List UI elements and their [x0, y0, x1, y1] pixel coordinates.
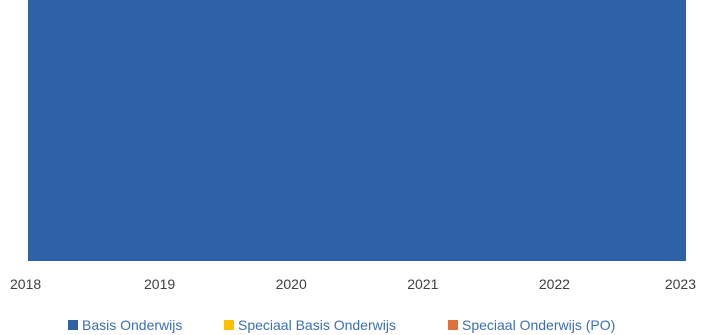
x-tick-label-2018: 2018: [10, 276, 41, 292]
legend-swatch-speciaal-basis-onderwijs: [224, 320, 234, 330]
x-axis: 2018 2019 2020 2021 2022 2023: [10, 276, 696, 292]
x-tick-label-2019: 2019: [144, 276, 175, 292]
x-tick-label-2022: 2022: [539, 276, 570, 292]
legend: Basis Onderwijs Speciaal Basis Onderwijs S…: [68, 317, 615, 333]
x-tick-label-2023: 2023: [665, 276, 696, 292]
x-tick-label-2020: 2020: [276, 276, 307, 292]
area-basis-onderwijs: [28, 0, 686, 261]
area-series-group: [28, 0, 686, 261]
legend-label-speciaal-onderwijs-po: Speciaal Onderwijs (PO): [462, 317, 615, 333]
legend-label-speciaal-basis-onderwijs: Speciaal Basis Onderwijs: [238, 317, 396, 333]
legend-label-basis-onderwijs: Basis Onderwijs: [82, 317, 182, 333]
legend-swatch-basis-onderwijs: [68, 320, 78, 330]
legend-swatch-speciaal-onderwijs-po: [448, 320, 458, 330]
x-tick-label-2021: 2021: [407, 276, 438, 292]
